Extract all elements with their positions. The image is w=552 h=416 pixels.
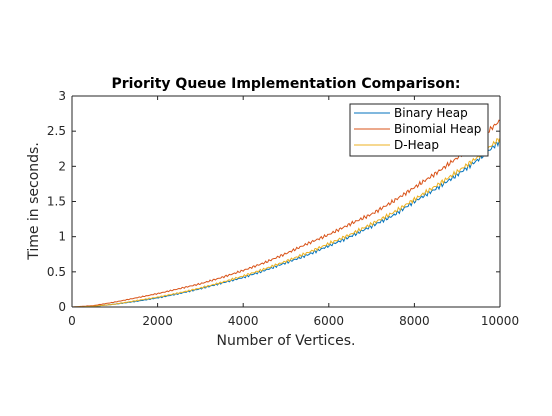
x-tick-label: 6000 [314, 314, 345, 328]
chart-title: Priority Queue Implementation Comparison… [111, 76, 460, 92]
y-tick-label: 3 [58, 89, 66, 103]
legend-label: Binary Heap [394, 106, 468, 120]
ticks-layer: 0 2000 4000 6000 8000 10000 0 0.5 1 1.5 2 2.5 3 [47, 89, 519, 328]
y-axis-label: Time in seconds. [26, 142, 42, 261]
legend-label: Binomial Heap [394, 122, 481, 136]
x-tick-label: 8000 [399, 314, 430, 328]
series-line-binomial-heap [71, 119, 501, 308]
y-tick-label: 0 [58, 300, 66, 314]
y-tick-label: 2.5 [47, 124, 66, 138]
series-line-d-heap [72, 137, 501, 308]
y-tick-label: 0.5 [47, 265, 66, 279]
x-axis-label: Number of Vertices. [217, 333, 356, 349]
x-tick-label: 2000 [142, 314, 173, 328]
y-tick-label: 1 [58, 230, 66, 244]
legend-label: D-Heap [394, 138, 439, 152]
x-tick-label: 0 [68, 314, 76, 328]
y-tick-label: 1.5 [47, 195, 66, 209]
y-tick-label: 2 [58, 159, 66, 173]
legend: Binary Heap Binomial Heap D-Heap [349, 103, 489, 157]
x-tick-label: 4000 [228, 314, 259, 328]
x-tick-label: 10000 [481, 314, 519, 328]
series-layer [71, 119, 501, 308]
